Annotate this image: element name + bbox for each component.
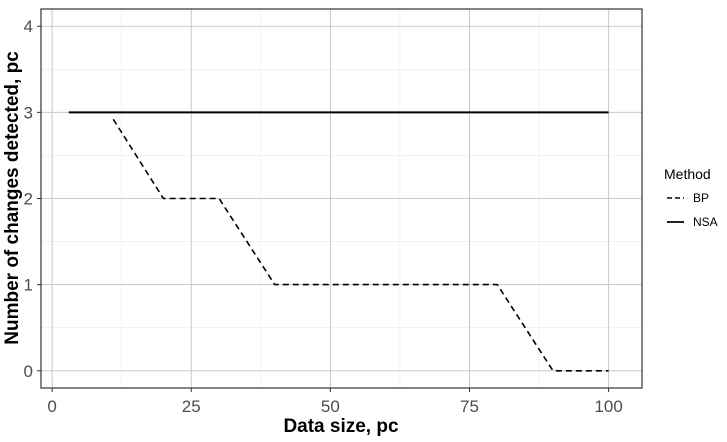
x-tick-label: 100 [594,397,622,416]
series-layer [68,111,609,372]
y-tick-label: 0 [24,362,33,381]
y-tick-label: 3 [24,103,33,122]
y-axis-title: Number of changes detected, pc [2,51,23,345]
legend-label-bp: BP [693,191,709,205]
x-tick-label: 75 [460,397,479,416]
y-tick-label: 1 [24,276,33,295]
series-line-bp [112,118,609,372]
axis-ticks [37,25,610,392]
legend: Method BP NSA [664,166,718,229]
x-axis-title: Data size, pc [283,416,399,437]
y-tick-labels: 0 1 2 3 4 [24,17,33,381]
x-tick-label: 50 [321,397,340,416]
y-tick-label: 2 [24,190,33,209]
x-tick-label: 25 [182,397,201,416]
x-tick-labels: 0 25 50 75 100 [47,397,622,416]
x-tick-label: 0 [47,397,56,416]
legend-title: Method [664,166,711,182]
y-tick-label: 4 [24,17,33,36]
legend-label-nsa: NSA [693,215,718,229]
